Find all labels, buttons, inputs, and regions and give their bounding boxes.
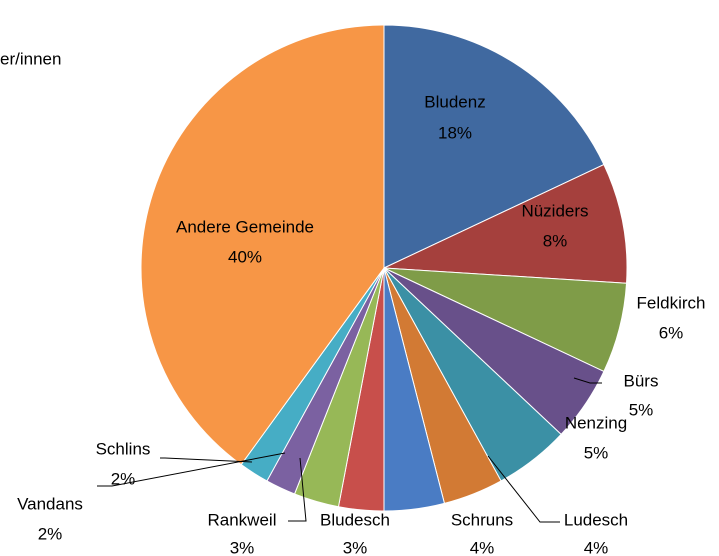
slice-label: Bludesch bbox=[320, 510, 390, 529]
value-label: 4% bbox=[470, 538, 495, 556]
value-label: 2% bbox=[111, 469, 136, 488]
slice-label: Bludenz bbox=[424, 92, 485, 111]
slices bbox=[140, 24, 628, 512]
slice bbox=[383, 24, 605, 269]
slice-label: Nüziders bbox=[521, 201, 588, 220]
leader-lines bbox=[97, 377, 602, 523]
slice bbox=[383, 163, 628, 284]
slice-label: Vandans bbox=[17, 494, 83, 513]
value-label: 2% bbox=[38, 524, 63, 543]
value-label: 5% bbox=[584, 443, 609, 462]
value-label: 3% bbox=[230, 538, 255, 556]
value-label: 4% bbox=[584, 538, 609, 556]
value-label: 8% bbox=[543, 231, 568, 250]
leader-line bbox=[160, 457, 253, 463]
value-label: 40% bbox=[228, 247, 262, 266]
chart-title: er/innen bbox=[0, 49, 61, 68]
leader-line bbox=[97, 452, 286, 487]
leader-line bbox=[487, 455, 560, 523]
slice-label: Feldkirch bbox=[637, 293, 706, 312]
slice bbox=[140, 24, 385, 466]
slice-label: Andere Gemeinde bbox=[176, 217, 314, 236]
slice-label: Schruns bbox=[451, 510, 513, 529]
value-label: 3% bbox=[343, 538, 368, 556]
labels: Bludenz18%Nüziders8%Feldkirch6%Bürs5%Nen… bbox=[17, 92, 705, 556]
value-label: 18% bbox=[438, 123, 472, 142]
slice-label: Ludesch bbox=[564, 510, 628, 529]
leader-line bbox=[288, 457, 307, 522]
slice-label: Bürs bbox=[624, 371, 659, 390]
slice-label: Nenzing bbox=[565, 413, 627, 432]
value-label: 6% bbox=[659, 323, 684, 342]
value-label: 5% bbox=[629, 400, 654, 419]
leader-line bbox=[573, 377, 602, 384]
slice-label: Rankweil bbox=[208, 510, 277, 529]
slice-label: Schlins bbox=[96, 439, 151, 458]
